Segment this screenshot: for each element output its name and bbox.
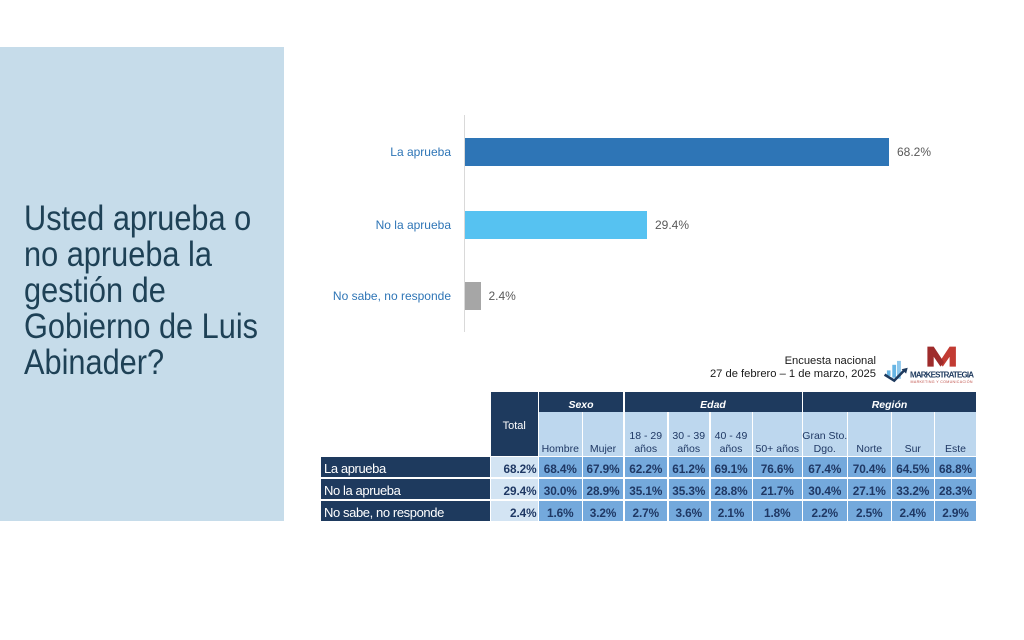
svg-text:MARKETING Y COMUNICACIÓN: MARKETING Y COMUNICACIÓN (911, 379, 973, 384)
svg-text:MARKESTRATEGIA: MARKESTRATEGIA (910, 370, 974, 379)
